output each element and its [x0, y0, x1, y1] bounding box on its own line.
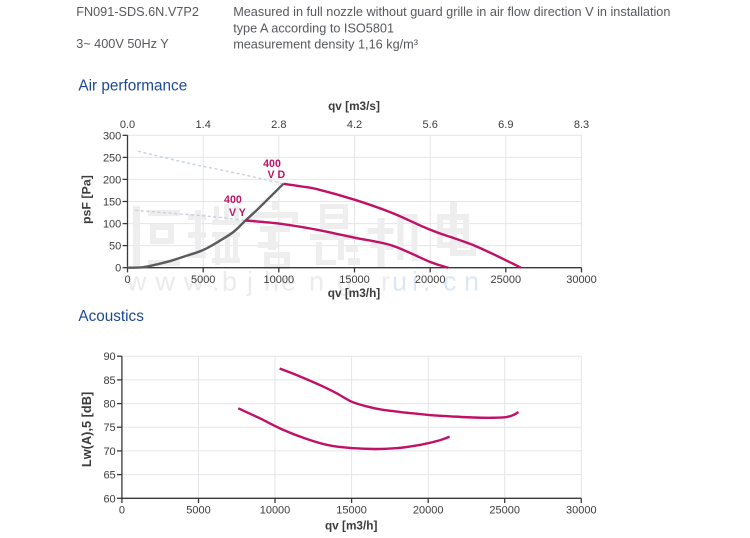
svg-text:0: 0 — [115, 263, 121, 275]
svg-text:200: 200 — [103, 174, 121, 186]
svg-text:.: . — [212, 267, 220, 297]
svg-text:75: 75 — [103, 422, 115, 434]
svg-text:65: 65 — [103, 470, 115, 482]
svg-text:25000: 25000 — [489, 505, 520, 517]
svg-text:5000: 5000 — [186, 505, 210, 517]
svg-text:Measured in full nozzle withou: Measured in full nozzle without guard gr… — [233, 5, 670, 19]
svg-text:400: 400 — [263, 158, 281, 170]
svg-text:h: h — [264, 267, 279, 297]
svg-text:0: 0 — [124, 274, 130, 286]
svg-text:1.4: 1.4 — [196, 119, 211, 131]
svg-text:Lw(A),5 [dB]: Lw(A),5 [dB] — [79, 392, 94, 467]
svg-text:V Y: V Y — [229, 207, 246, 219]
svg-text:70: 70 — [103, 446, 115, 458]
svg-text:3~ 400V 50Hz Y: 3~ 400V 50Hz Y — [76, 37, 169, 51]
svg-text:type A according to ISO5801: type A according to ISO5801 — [233, 22, 394, 36]
svg-text:Acoustics: Acoustics — [78, 308, 144, 325]
svg-text:30000: 30000 — [566, 274, 597, 286]
svg-text:measurement density 1,16 kg/m³: measurement density 1,16 kg/m³ — [233, 37, 418, 51]
svg-text:qv [m3/h]: qv [m3/h] — [325, 518, 378, 532]
svg-text:6.9: 6.9 — [498, 119, 513, 131]
svg-text:qv [m3/s]: qv [m3/s] — [328, 99, 380, 113]
svg-text:Air performance: Air performance — [78, 77, 187, 94]
svg-text:FN091-SDS.6N.V7P2: FN091-SDS.6N.V7P2 — [76, 5, 199, 19]
svg-text:50: 50 — [109, 241, 121, 253]
svg-text:e: e — [281, 267, 296, 297]
svg-text:0: 0 — [119, 505, 125, 517]
svg-text:20000: 20000 — [415, 274, 446, 286]
svg-text:100: 100 — [103, 219, 121, 231]
svg-text:w: w — [155, 267, 176, 297]
svg-text:8.3: 8.3 — [574, 119, 589, 131]
svg-text:n: n — [464, 267, 479, 297]
svg-text:V D: V D — [267, 169, 285, 181]
svg-text:psF [Pa]: psF [Pa] — [79, 175, 93, 224]
svg-text:i: i — [412, 267, 418, 297]
svg-text:c: c — [443, 267, 457, 297]
svg-text:300: 300 — [103, 130, 121, 142]
svg-text:5.6: 5.6 — [423, 119, 438, 131]
svg-text:15000: 15000 — [336, 505, 367, 517]
svg-text:20000: 20000 — [413, 505, 444, 517]
svg-text:400: 400 — [224, 194, 242, 206]
svg-text:n: n — [309, 267, 324, 297]
svg-text:r: r — [381, 267, 390, 297]
svg-text:250: 250 — [103, 152, 121, 164]
svg-text:qv [m3/h]: qv [m3/h] — [328, 286, 381, 300]
svg-text:w: w — [126, 267, 147, 297]
svg-text:60: 60 — [103, 493, 115, 505]
svg-text:.: . — [423, 267, 431, 297]
svg-text:85: 85 — [103, 375, 115, 387]
svg-text:2.8: 2.8 — [271, 119, 286, 131]
svg-text:g: g — [337, 267, 352, 297]
svg-text:4.2: 4.2 — [347, 119, 362, 131]
svg-text:w: w — [183, 267, 204, 297]
svg-text:10000: 10000 — [260, 505, 291, 517]
svg-text:80: 80 — [103, 399, 115, 411]
svg-text:30000: 30000 — [566, 505, 597, 517]
svg-text:5000: 5000 — [191, 274, 215, 286]
svg-text:90: 90 — [103, 351, 115, 363]
svg-text:j: j — [246, 267, 253, 297]
svg-text:10000: 10000 — [264, 274, 295, 286]
svg-text:150: 150 — [103, 197, 121, 209]
svg-text:u: u — [392, 267, 407, 297]
svg-text:15000: 15000 — [339, 274, 370, 286]
svg-text:25000: 25000 — [491, 274, 522, 286]
svg-text:0.0: 0.0 — [120, 119, 135, 131]
svg-text:b: b — [222, 267, 237, 297]
